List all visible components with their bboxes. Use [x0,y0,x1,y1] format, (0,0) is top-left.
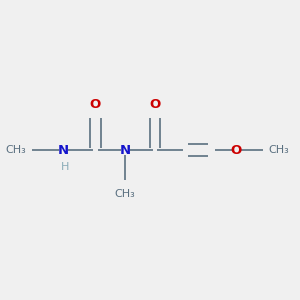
Text: CH₃: CH₃ [115,189,136,199]
Text: O: O [90,98,101,111]
Text: O: O [230,143,241,157]
Text: CH₃: CH₃ [6,145,26,155]
Text: N: N [58,143,69,157]
Text: H: H [61,161,69,172]
Text: N: N [119,143,130,157]
Text: CH₃: CH₃ [268,145,290,155]
Text: O: O [149,98,161,111]
